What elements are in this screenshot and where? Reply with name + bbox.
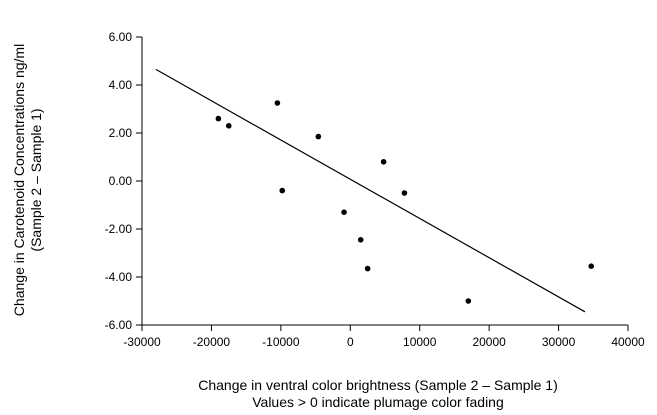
y-axis-subtitle: (Sample 2 – Sample 1) <box>28 108 44 251</box>
y-tick-label: 6.00 <box>109 30 133 44</box>
x-tick-label: 0 <box>347 335 354 349</box>
x-tick-label: 20000 <box>472 335 506 349</box>
data-point <box>357 237 364 243</box>
trendline-group <box>155 68 586 313</box>
y-tick-label: -2.00 <box>105 222 133 236</box>
data-point <box>274 100 281 106</box>
data-point <box>279 187 286 194</box>
x-axis-subtitle: Values > 0 indicate plumage color fading <box>252 394 504 410</box>
x-axis-title: Change in ventral color brightness (Samp… <box>198 377 558 393</box>
y-tick-label: -6.00 <box>105 318 133 332</box>
data-point <box>225 123 232 129</box>
data-point <box>215 115 222 122</box>
y-tick-label: 2.00 <box>109 126 133 140</box>
x-tick-label: 40000 <box>611 335 645 349</box>
data-point <box>465 298 472 304</box>
y-tick-label: 0.00 <box>109 174 133 188</box>
regression-line <box>155 68 586 313</box>
x-tick-label: -10000 <box>262 335 300 349</box>
data-point <box>315 133 322 140</box>
data-point <box>380 159 387 165</box>
data-point <box>401 190 408 196</box>
x-tick-label: -20000 <box>193 335 231 349</box>
data-point <box>588 263 595 270</box>
y-tick-label: 4.00 <box>109 78 133 92</box>
x-tick-label: 10000 <box>403 335 437 349</box>
data-point <box>341 209 347 215</box>
y-axis-title: Change in Carotenoid Concentrations ng/m… <box>11 44 27 316</box>
y-tick-label: -4.00 <box>105 270 133 284</box>
x-axis: -30000 -20000 -10000 0 10000 20000 30000 40000 <box>123 324 645 349</box>
data-points <box>215 100 595 304</box>
x-tick-label: 30000 <box>542 335 576 349</box>
data-point <box>364 265 371 272</box>
y-axis: 6.00 4.00 2.00 0.00 -2.00 -4.00 -6.00 <box>105 30 143 332</box>
x-tick-label: -30000 <box>123 335 161 349</box>
